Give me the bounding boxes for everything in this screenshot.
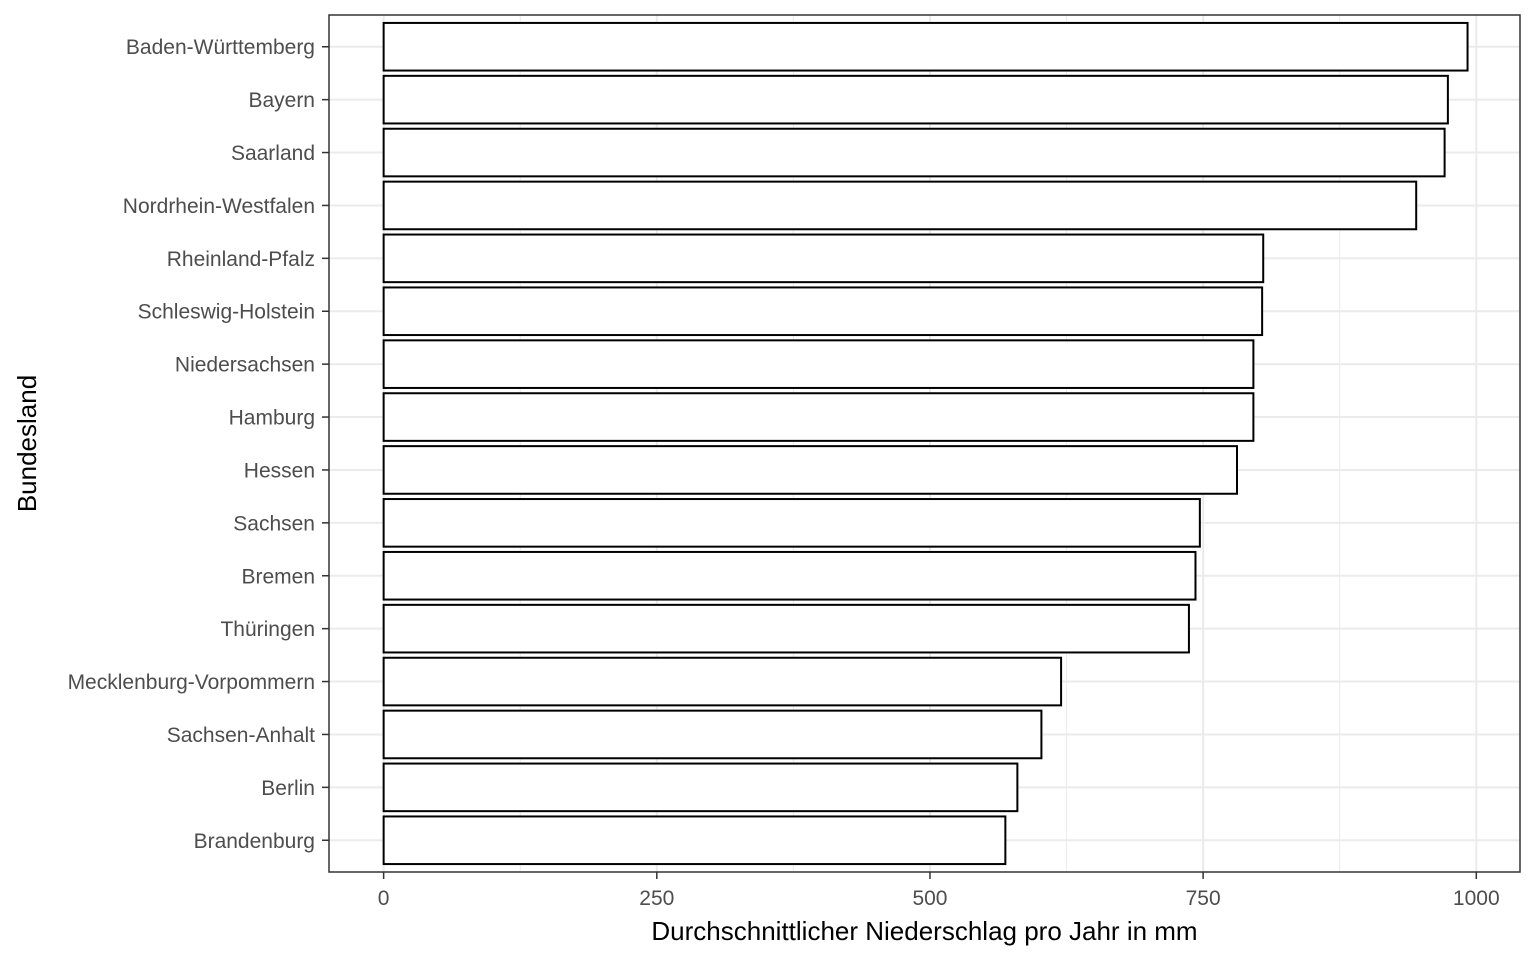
bar — [382, 180, 1418, 231]
y-tick-label: Baden-Württemberg — [126, 36, 315, 59]
bar — [382, 709, 1043, 760]
bar — [382, 74, 1449, 125]
bars — [382, 21, 1469, 866]
bar — [382, 127, 1446, 178]
bar — [382, 339, 1255, 389]
y-tick-label: Nordrhein-Westfalen — [123, 195, 315, 218]
x-tick-label: 1000 — [1453, 887, 1500, 910]
bar — [382, 815, 1007, 866]
y-tick-label: Thüringen — [220, 618, 315, 641]
y-tick-label: Mecklenburg-Vorpommern — [68, 671, 315, 694]
x-tick-label: 250 — [639, 887, 674, 910]
x-tick-label: 750 — [1186, 887, 1221, 910]
bar — [382, 550, 1197, 601]
bar — [382, 762, 1019, 813]
x-axis-ticks: 0 250 500 750 1000 — [378, 872, 1500, 910]
y-tick-label: Berlin — [261, 777, 315, 800]
y-tick-label: Saarland — [231, 142, 315, 165]
y-tick-label: Sachsen — [233, 512, 315, 535]
bar — [382, 392, 1255, 442]
bar — [382, 445, 1239, 495]
y-axis-ticks: Baden-Württemberg Bayern Saarland Nordrhein… — [68, 36, 329, 853]
bar — [382, 498, 1201, 548]
y-tick-label: Sachsen-Anhalt — [167, 724, 315, 747]
y-tick-label: Schleswig-Holstein — [138, 301, 315, 324]
y-tick-label: Bayern — [248, 89, 315, 112]
y-tick-label: Brandenburg — [194, 830, 315, 853]
x-tick-label: 0 — [378, 887, 390, 910]
y-tick-label: Rheinland-Pfalz — [167, 248, 315, 271]
bar — [382, 603, 1190, 654]
y-tick-label: Hessen — [244, 459, 315, 482]
y-tick-label: Hamburg — [229, 407, 315, 430]
y-tick-label: Niedersachsen — [175, 354, 315, 377]
y-axis-title: Bundesland — [12, 375, 42, 512]
x-axis-title: Durchschnittlicher Niederschlag pro Jahr… — [651, 916, 1197, 946]
panel-border — [328, 14, 1521, 873]
bar — [382, 656, 1063, 707]
y-tick-label: Bremen — [241, 565, 315, 588]
bar — [382, 233, 1265, 284]
bar — [382, 286, 1264, 337]
x-tick-label: 500 — [912, 887, 947, 910]
bar — [382, 21, 1469, 72]
